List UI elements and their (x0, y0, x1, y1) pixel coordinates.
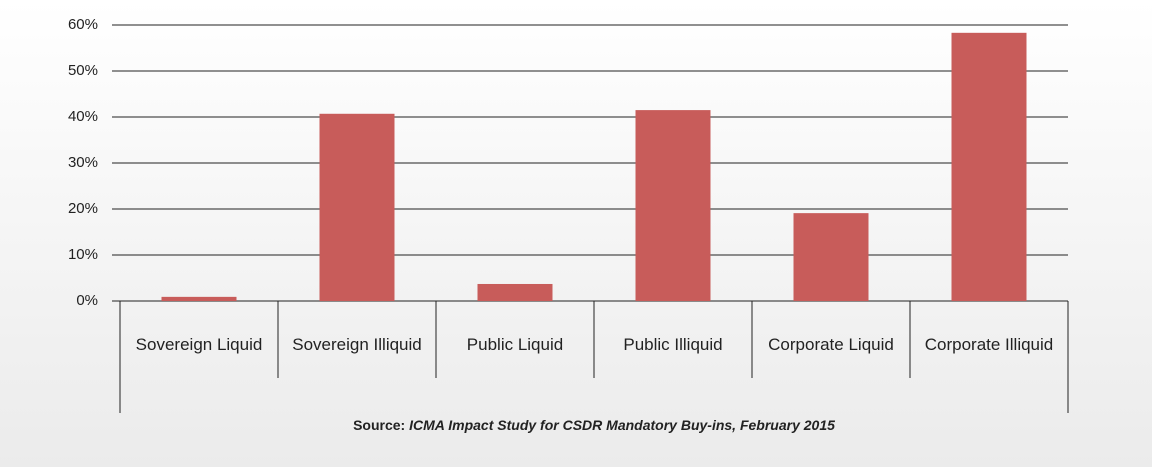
bar (793, 213, 869, 301)
x-tick-cell: Public Illiquid (623, 334, 723, 354)
bar (319, 113, 395, 301)
x-tick-label: Corporate Liquid (768, 334, 894, 354)
x-tick-cell: Sovereign Liquid (135, 334, 263, 354)
bar (951, 32, 1027, 301)
x-tick-cell: Corporate Illiquid (924, 334, 1054, 354)
y-tick-label: 30% (68, 154, 98, 171)
y-tick-label: 20% (68, 200, 98, 217)
y-tick-label: 50% (68, 62, 98, 79)
x-tick-label: Corporate Illiquid (924, 334, 1054, 354)
y-tick-label: 0% (76, 292, 98, 309)
x-tick-cell: Public Liquid (466, 334, 564, 354)
x-tick-label: Sovereign Liquid (135, 334, 263, 354)
y-tick-label: 60% (68, 16, 98, 33)
x-tick-label: Public Illiquid (623, 334, 723, 354)
x-tick-cell: Sovereign Illiquid (292, 334, 422, 354)
bar (635, 110, 711, 301)
y-tick-label: 10% (68, 246, 98, 263)
x-tick-label: Sovereign Illiquid (292, 334, 422, 354)
x-tick-cell: Corporate Liquid (768, 334, 894, 354)
y-tick-label: 40% (68, 108, 98, 125)
source-note: Source: ICMA Impact Study for CSDR Manda… (353, 417, 835, 433)
source-label: Source: (353, 417, 405, 433)
x-tick-label: Public Liquid (466, 334, 564, 354)
bar (477, 283, 553, 301)
bar (161, 296, 237, 301)
source-text: ICMA Impact Study for CSDR Mandatory Buy… (409, 417, 835, 433)
